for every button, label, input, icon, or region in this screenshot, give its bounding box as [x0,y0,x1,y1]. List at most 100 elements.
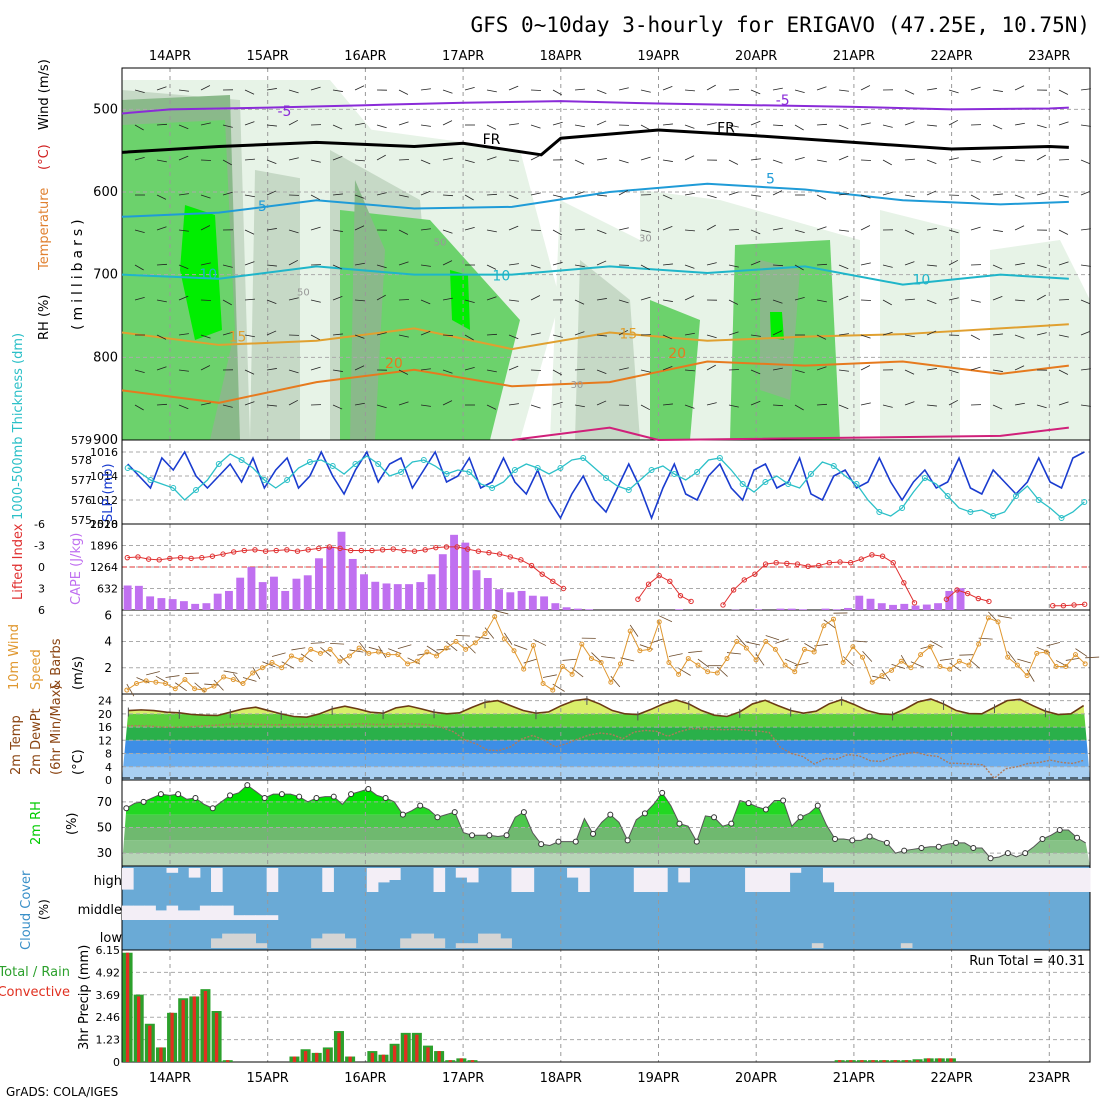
wind-speed-point [366,650,372,656]
wind-barb-10m [484,627,495,639]
wind-barb [662,403,673,406]
wind-barb [552,334,563,338]
date-label-top: 23APR [1028,49,1070,64]
wind-barb-10m [543,674,557,678]
wind-barb [332,296,343,301]
wind-barb [992,333,1003,336]
wind-barb [486,404,497,410]
wind-barb [794,124,804,131]
lifted-index-tick: -3 [34,540,45,553]
wind-barb [552,89,562,96]
cape-bar [528,595,537,610]
wind-barb [244,229,255,235]
cape-bar [247,567,256,610]
wind-speed-point [1072,652,1078,658]
wind-barb [662,334,673,340]
precip-convective-bar [226,1060,230,1062]
rh-point [296,793,303,800]
wind-barb [486,193,498,196]
temp-tick: 0 [105,774,112,787]
cloud-high-gap [266,868,279,892]
slp-tick: 1014 [90,470,118,483]
wind-barb [948,259,959,266]
cape-bar [123,585,132,610]
thickness-point [534,465,541,471]
wind-barb [948,369,959,374]
wind-barb [288,259,299,266]
wind-barb [970,226,981,231]
rh-point [538,841,545,848]
wind-barb [310,194,321,201]
cloud-unit-group: (%) [37,899,51,920]
rh-point [451,809,458,816]
rh-point [348,791,355,798]
cape-tick: 1896 [90,540,118,553]
wind-speed-point [376,649,382,655]
wind-barb-10m [475,636,490,640]
wind-barb [354,299,365,302]
wind-barb [508,299,519,302]
wind-barb [552,121,563,126]
wind-barb [1080,88,1091,91]
cloud-high-gap [122,868,134,890]
wind-barb [332,264,343,270]
cloud-high-gap [778,868,791,892]
slp-line [127,450,1085,521]
cape-bar [236,577,245,610]
wind-barb [266,404,277,407]
cloud-middle-bar [199,905,212,920]
wind-barb [552,261,563,266]
cloud-low-bar [466,943,479,948]
cloud-high-gap [867,868,880,892]
wind-barb [266,368,277,371]
wind-barb [244,194,255,198]
wind-speed-point [947,666,953,672]
precip-tick: 2.46 [96,1011,121,1024]
cloud-high-gap [822,868,835,883]
slp-axis-label: SLP (mb) [101,463,116,522]
rh-point [1022,850,1029,857]
precip-convective-bar [893,1060,897,1062]
cloud-high-gap [633,868,646,892]
date-label-bottom: 16APR [344,1071,386,1086]
wind-barb-10m [349,649,364,653]
wind-barb [970,334,981,341]
wind-barb [1058,159,1070,161]
lifted-index-line [722,554,915,606]
wind-barb [200,262,211,266]
y-tick-upper: 700 [93,268,118,283]
wind-barb [992,264,1003,270]
precip-convective-bar [392,1045,397,1062]
wind-barb [728,229,740,231]
thickness-point [580,455,587,461]
date-label-bottom: 14APR [149,1071,191,1086]
wind-barb [882,191,893,196]
wind-speed-point [424,649,430,655]
wind-barb [442,334,454,337]
wind-barb [1080,264,1091,267]
wind-barb [684,264,695,269]
wind-barb-10m [601,656,616,659]
thickness-point [329,463,336,469]
isotherm-label: 10 [199,267,217,283]
rh-point [572,838,579,845]
wind-barb [1036,332,1047,336]
rh-point [209,805,216,812]
wind-barb [1080,124,1091,127]
wind-speed-point [463,646,469,652]
wind-speed-point [414,658,420,664]
wind-barb [376,192,387,196]
wind-barb [838,89,849,92]
wind-barb [926,368,937,371]
wind-barb [354,159,365,162]
wind-speed-point [656,619,662,625]
wind-barb [596,369,607,374]
wind-barb [442,157,453,161]
cape-bar [844,607,852,610]
thickness-point [967,509,974,515]
wind-barb-10m [862,650,873,662]
wind-barb [332,193,343,196]
cape-bar [157,598,166,610]
wind-barb [310,159,321,163]
wind-barb [816,403,828,406]
